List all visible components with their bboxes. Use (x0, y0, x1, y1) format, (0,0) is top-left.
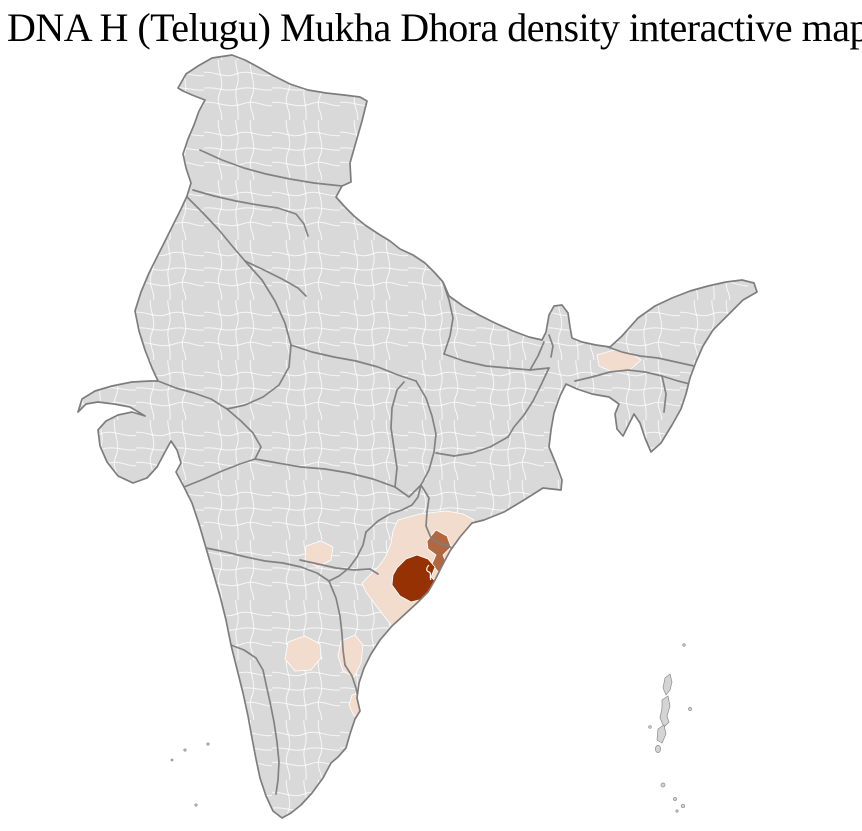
lakshadweep-islands (170, 742, 210, 807)
inner-district-boundary-detail (426, 564, 432, 581)
district-highlight-low-south-andhra-coastal[interactable] (337, 634, 364, 678)
district-boundaries-mesh (78, 55, 757, 818)
district-highlight-low-south-andhra-inland[interactable] (284, 635, 322, 672)
page-title: DNA H (Telugu) Mukha Dhora density inter… (7, 5, 862, 50)
andaman-nicobar-islands (648, 643, 692, 813)
state-borders (157, 149, 711, 795)
district-highlight-low-telangana[interactable] (304, 540, 334, 568)
district-highlight-gray-kutch-tip[interactable] (78, 411, 92, 428)
